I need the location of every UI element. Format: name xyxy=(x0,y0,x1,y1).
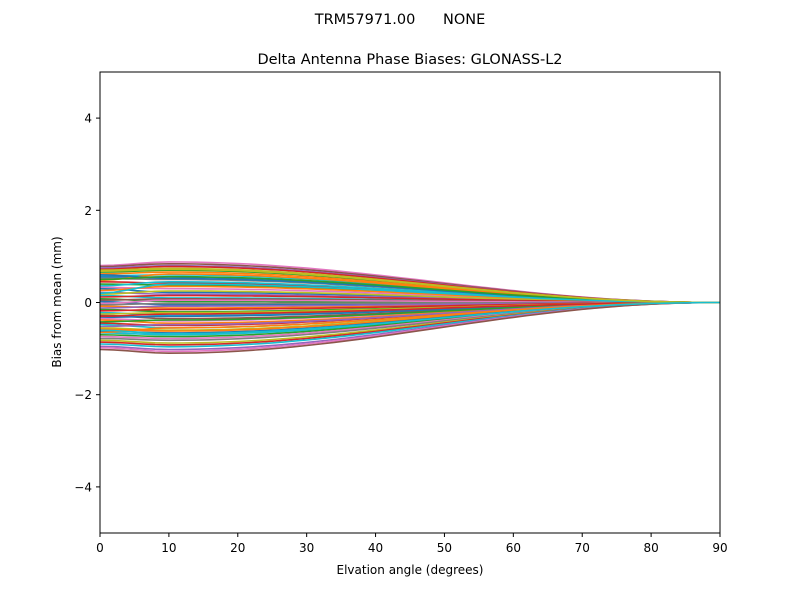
y-axis-ticks: −4 −2 0 2 4 xyxy=(74,112,100,494)
x-axis-ticks: 0 10 20 30 40 50 60 70 80 90 xyxy=(96,533,728,555)
chart-title: Delta Antenna Phase Biases: GLONASS-L2 xyxy=(257,52,562,68)
x-tick-label: 80 xyxy=(643,541,658,555)
x-tick-label: 50 xyxy=(437,541,452,555)
y-tick-label: −2 xyxy=(74,388,92,402)
x-axis-label: Elvation angle (degrees) xyxy=(337,563,484,577)
x-tick-label: 10 xyxy=(161,541,176,555)
y-axis-label: Bias from mean (mm) xyxy=(50,236,64,367)
figure-suptitle: TRM57971.00 NONE xyxy=(314,12,486,28)
series-line-s59 xyxy=(100,268,720,304)
x-tick-label: 40 xyxy=(368,541,383,555)
y-tick-label: −4 xyxy=(74,480,92,494)
y-tick-label: 0 xyxy=(84,296,92,310)
series-line-s56 xyxy=(100,301,720,318)
plot-area xyxy=(99,71,721,534)
y-tick-label: 2 xyxy=(84,204,92,218)
x-tick-label: 90 xyxy=(712,541,727,555)
series-line-s53 xyxy=(100,301,720,355)
series-line-s57 xyxy=(100,283,720,304)
data-lines xyxy=(100,261,720,355)
x-tick-label: 60 xyxy=(506,541,521,555)
x-tick-label: 30 xyxy=(299,541,314,555)
y-tick-label: 4 xyxy=(84,112,92,126)
series-line-s60 xyxy=(100,301,720,335)
x-tick-label: 20 xyxy=(230,541,245,555)
x-tick-label: 70 xyxy=(575,541,590,555)
x-tick-label: 0 xyxy=(96,541,104,555)
